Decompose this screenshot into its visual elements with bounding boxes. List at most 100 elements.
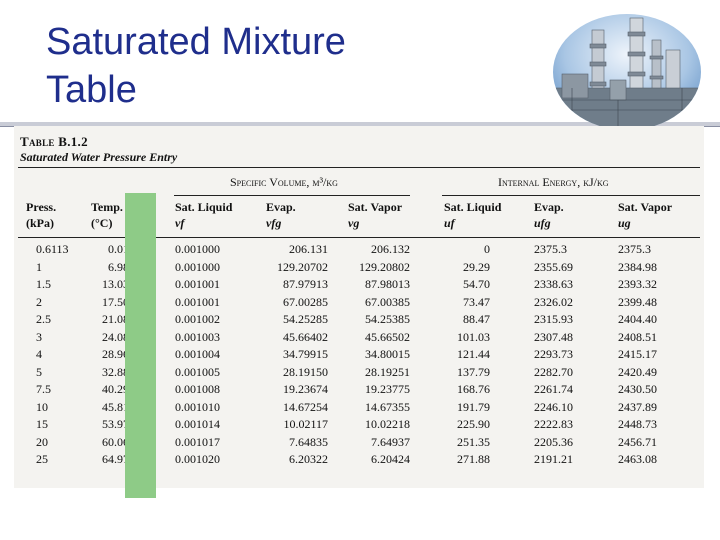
steam-table-scan: Table B.1.2 Saturated Water Pressure Ent… — [14, 126, 704, 488]
table-cell-evap-ufg: 2338.63 — [534, 277, 573, 291]
table-cell-sat-vapor-vg: 45.66502 — [365, 329, 410, 344]
table-cell-press: 20 — [36, 434, 48, 449]
internal-energy-rule — [442, 195, 700, 196]
column-header-evap-vfg: Evap. — [266, 200, 296, 214]
table-cell-press: 0.6113 — [36, 242, 69, 256]
table-cell-evap-ufg: 2205.36 — [534, 434, 573, 449]
table-cell-sat-liquid-vf: 0.001014 — [175, 417, 220, 431]
table-cell-temp: 28.96 — [102, 347, 129, 361]
table-cell-temp: 45.81 — [102, 399, 129, 414]
table-cell-evap-ufg: 2222.83 — [534, 417, 573, 431]
table-cell-press: 1 — [36, 259, 42, 274]
table-cell-sat-vapor-vg: 6.20424 — [371, 452, 410, 466]
table-cell-evap-vfg: 206.131 — [289, 242, 328, 256]
table-cell-press: 2.5 — [36, 312, 51, 326]
table-cell-sat-liquid-vf: 0.001004 — [175, 347, 220, 361]
column-header-temp-sub: (°C) — [91, 216, 113, 230]
table-cell-temp: 32.88 — [102, 364, 129, 379]
table-cell-sat-vapor-ug: 2375.3 — [618, 242, 651, 256]
table-cell-evap-ufg: 2246.10 — [534, 399, 573, 414]
slide-title-line-2: Table — [46, 69, 137, 111]
table-cell-temp: 21.08 — [102, 312, 129, 326]
table-cell-sat-liquid-uf: 73.47 — [463, 294, 490, 309]
table-cell-evap-ufg: 2191.21 — [534, 452, 573, 466]
table-cell-evap-vfg: 28.19150 — [283, 364, 328, 379]
table-cell-sat-liquid-uf: 137.79 — [457, 364, 490, 379]
table-cell-temp: 40.29 — [102, 382, 129, 396]
table-cell-temp: 24.08 — [102, 329, 129, 344]
table-cell-evap-vfg: 10.02117 — [283, 417, 328, 431]
table-cell-evap-ufg: 2282.70 — [534, 364, 573, 379]
table-cell-sat-liquid-uf: 121.44 — [457, 347, 490, 361]
slide-title: Saturated Mixture Table — [46, 18, 346, 114]
table-cell-sat-vapor-ug: 2430.50 — [618, 382, 657, 396]
table-cell-sat-liquid-uf: 54.70 — [463, 277, 490, 291]
column-header-evap-vfg-sub: vfg — [266, 216, 282, 230]
column-header-sat-liquid-uf: Sat. Liquid — [444, 200, 502, 214]
table-cell-sat-liquid-vf: 0.001000 — [175, 242, 220, 256]
table-cell-press: 3 — [36, 329, 42, 344]
table-cell-evap-ufg: 2355.69 — [534, 259, 573, 274]
table-cell-sat-vapor-ug: 2393.32 — [618, 277, 657, 291]
table-cell-sat-liquid-vf: 0.001001 — [175, 294, 220, 309]
table-cell-temp: 13.03 — [102, 277, 129, 291]
table-cell-sat-liquid-vf: 0.001001 — [175, 277, 220, 291]
table-cell-temp: 17.50 — [102, 294, 129, 309]
column-header-evap-ufg: Evap. — [534, 200, 564, 214]
table-cell-sat-liquid-uf: 168.76 — [457, 382, 490, 396]
table-top-rule — [18, 167, 700, 168]
column-header-sat-vapor-ug-sub: ug — [618, 216, 631, 230]
table-cell-press: 5 — [36, 364, 42, 379]
table-cell-sat-vapor-vg: 129.20802 — [359, 259, 410, 274]
table-cell-sat-liquid-vf: 0.001008 — [175, 382, 220, 396]
column-header-sat-vapor-vg-sub: vg — [348, 216, 360, 230]
table-cell-evap-vfg: 14.67254 — [283, 399, 328, 414]
internal-energy-group-header: Internal Energy, kJ/kg — [498, 175, 609, 189]
table-cell-press: 1.5 — [36, 277, 51, 291]
table-cell-sat-liquid-uf: 191.79 — [457, 399, 490, 414]
table-cell-temp: 53.97 — [102, 417, 129, 431]
table-cell-press: 15 — [36, 417, 48, 431]
table-cell-evap-ufg: 2307.48 — [534, 329, 573, 344]
table-cell-sat-liquid-vf: 0.001017 — [175, 434, 220, 449]
table-cell-evap-vfg: 6.20322 — [289, 452, 328, 466]
table-cell-sat-vapor-ug: 2408.51 — [618, 329, 657, 344]
table-cell-temp: 0.01 — [108, 242, 129, 256]
table-cell-evap-ufg: 2375.3 — [534, 242, 567, 256]
column-header-sat-liquid-uf-sub: uf — [444, 216, 455, 230]
column-header-temp: Temp. — [91, 200, 123, 214]
table-cell-sat-vapor-vg: 7.64937 — [371, 434, 410, 449]
table-cell-sat-vapor-vg: 10.02218 — [365, 417, 410, 431]
table-cell-sat-liquid-uf: 0 — [484, 242, 490, 256]
table-cell-temp: 64.97 — [102, 452, 129, 466]
table-cell-evap-ufg: 2326.02 — [534, 294, 573, 309]
table-cell-evap-vfg: 129.20702 — [277, 259, 328, 274]
table-cell-press: 7.5 — [36, 382, 51, 396]
table-cell-sat-vapor-ug: 2415.17 — [618, 347, 657, 361]
table-cell-evap-vfg: 87.97913 — [283, 277, 328, 291]
table-cell-evap-ufg: 2315.93 — [534, 312, 573, 326]
table-cell-evap-vfg: 34.79915 — [283, 347, 328, 361]
table-cell-sat-vapor-vg: 206.132 — [371, 242, 410, 256]
table-cell-evap-ufg: 2293.73 — [534, 347, 573, 361]
table-cell-sat-vapor-ug: 2384.98 — [618, 259, 657, 274]
table-cell-sat-liquid-vf: 0.001003 — [175, 329, 220, 344]
table-cell-evap-ufg: 2261.74 — [534, 382, 573, 396]
column-header-sat-liquid-vf: Sat. Liquid — [175, 200, 233, 214]
column-header-press-sub: (kPa) — [26, 216, 54, 230]
table-cell-sat-liquid-uf: 271.88 — [457, 452, 490, 466]
table-cell-sat-liquid-uf: 88.47 — [463, 312, 490, 326]
column-header-sat-vapor-ug: Sat. Vapor — [618, 200, 673, 214]
table-cell-sat-liquid-vf: 0.001020 — [175, 452, 220, 466]
table-cell-temp: 60.06 — [102, 434, 129, 449]
table-cell-sat-liquid-uf: 29.29 — [463, 259, 490, 274]
table-cell-sat-liquid-vf: 0.001000 — [175, 259, 220, 274]
table-subtitle: Saturated Water Pressure Entry — [20, 150, 178, 164]
table-cell-sat-vapor-vg: 54.25385 — [365, 312, 410, 326]
table-cell-sat-liquid-vf: 0.001010 — [175, 399, 220, 414]
table-cell-sat-liquid-uf: 251.35 — [457, 434, 490, 449]
table-cell-sat-liquid-uf: 101.03 — [457, 329, 490, 344]
table-cell-sat-vapor-ug: 2463.08 — [618, 452, 657, 466]
table-cell-press: 25 — [36, 452, 48, 466]
specific-volume-rule — [174, 195, 410, 196]
